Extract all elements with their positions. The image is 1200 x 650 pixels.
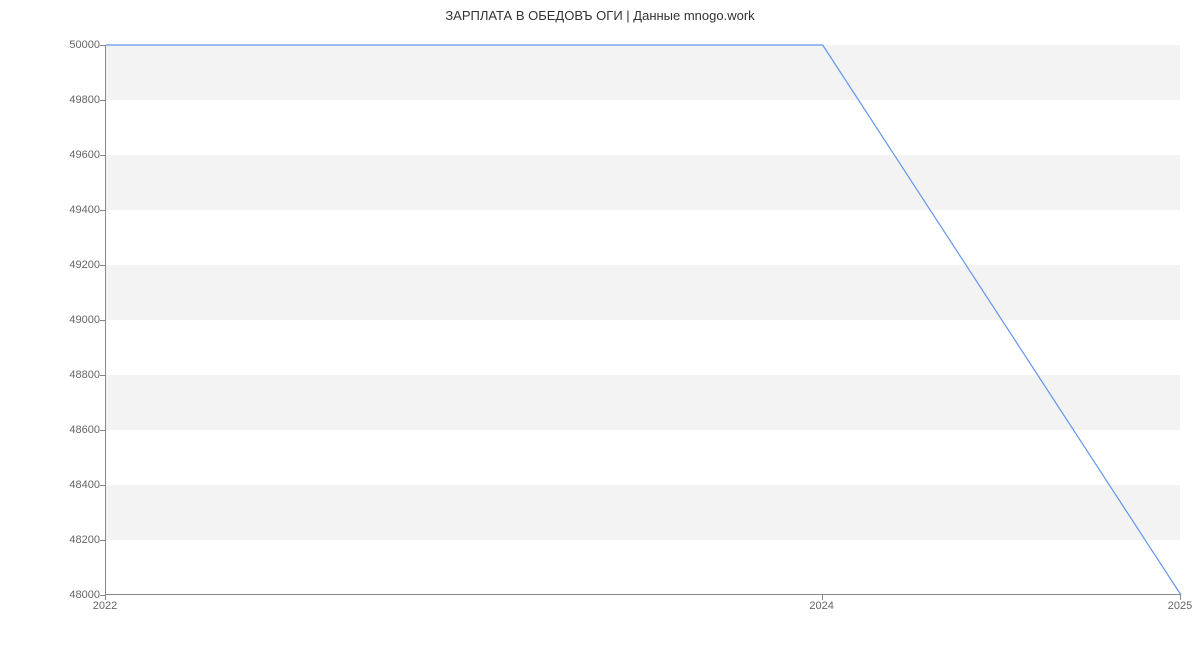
plot-area — [105, 45, 1180, 595]
y-tick-mark — [100, 45, 105, 46]
y-tick-mark — [100, 320, 105, 321]
chart-title: ЗАРПЛАТА В ОБЕДОВЪ ОГИ | Данные mnogo.wo… — [0, 8, 1200, 23]
y-tick-label: 48000 — [40, 589, 100, 601]
y-tick-label: 48400 — [40, 479, 100, 491]
x-tick-mark — [822, 595, 823, 600]
y-tick-label: 49600 — [40, 149, 100, 161]
y-tick-label: 50000 — [40, 39, 100, 51]
y-tick-label: 49400 — [40, 204, 100, 216]
y-tick-mark — [100, 375, 105, 376]
y-tick-label: 48800 — [40, 369, 100, 381]
x-tick-mark — [105, 595, 106, 600]
chart-container: ЗАРПЛАТА В ОБЕДОВЪ ОГИ | Данные mnogo.wo… — [0, 0, 1200, 650]
y-tick-label: 49800 — [40, 94, 100, 106]
series-line — [106, 45, 1181, 595]
x-tick-label: 2024 — [809, 600, 833, 612]
y-tick-mark — [100, 265, 105, 266]
y-tick-mark — [100, 540, 105, 541]
x-tick-mark — [1180, 595, 1181, 600]
y-tick-mark — [100, 485, 105, 486]
y-tick-mark — [100, 155, 105, 156]
x-tick-label: 2025 — [1168, 600, 1192, 612]
x-tick-label: 2022 — [93, 600, 117, 612]
y-tick-label: 49200 — [40, 259, 100, 271]
y-tick-mark — [100, 430, 105, 431]
y-tick-label: 48600 — [40, 424, 100, 436]
y-tick-mark — [100, 100, 105, 101]
y-tick-label: 49000 — [40, 314, 100, 326]
y-tick-mark — [100, 210, 105, 211]
line-series-svg — [106, 45, 1180, 594]
y-tick-label: 48200 — [40, 534, 100, 546]
